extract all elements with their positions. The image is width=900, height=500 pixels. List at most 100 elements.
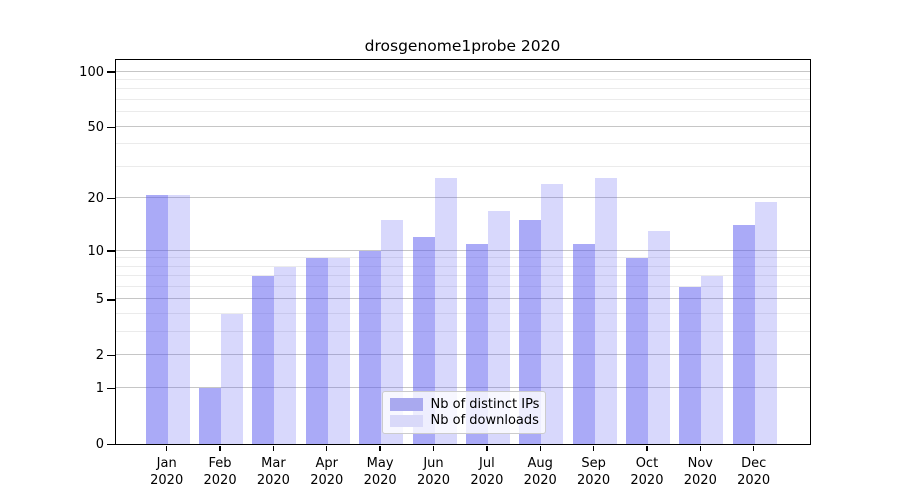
y-tick-label: 2 <box>95 348 104 364</box>
x-tick-year: 2020 <box>683 472 717 488</box>
bar-downloads-nov <box>701 276 724 444</box>
x-tick-mark <box>219 445 221 451</box>
bar-distinct-ips-may <box>359 250 382 444</box>
x-tick-label-aug: Aug 2020 <box>513 456 567 489</box>
x-tick-month: Jan <box>156 456 177 471</box>
gridline-major <box>115 354 810 356</box>
y-tick-mark <box>107 126 115 128</box>
bar-distinct-ips-aug <box>519 220 542 444</box>
gridline-minor <box>115 88 810 90</box>
x-tick-month: May <box>366 456 394 471</box>
gridline-minor <box>115 111 810 113</box>
x-tick-month: Jun <box>423 456 444 471</box>
x-tick-mark <box>539 445 541 451</box>
bar-downloads-apr <box>327 258 350 444</box>
y-tick-label: 50 <box>87 119 104 135</box>
legend-swatch-downloads <box>389 414 423 427</box>
x-tick-year: 2020 <box>256 472 290 488</box>
y-tick-mark <box>107 443 115 446</box>
bar-distinct-ips-dec <box>732 225 755 444</box>
x-tick-mark <box>486 445 488 451</box>
gridline-major <box>115 387 810 389</box>
legend-label-downloads: Nb of downloads <box>430 413 539 429</box>
gridline-minor <box>115 331 810 333</box>
x-tick-label-feb: Feb 2020 <box>193 456 247 489</box>
x-tick-mark <box>646 445 648 451</box>
gridline-minor <box>115 275 810 277</box>
x-tick-year: 2020 <box>310 472 344 488</box>
bar-downloads-sep <box>594 178 617 444</box>
gridline-major <box>115 197 810 199</box>
x-tick-label-apr: Apr 2020 <box>300 456 354 489</box>
y-tick-label: 1 <box>95 381 104 397</box>
x-tick-label-jul: Jul 2020 <box>460 456 514 489</box>
x-tick-year: 2020 <box>630 472 664 488</box>
legend-swatch-distinct-ips <box>389 398 423 411</box>
gridline-major <box>115 125 810 127</box>
bar-downloads-jan <box>167 194 190 444</box>
x-tick-month: Apr <box>315 456 339 471</box>
y-tick-label: 10 <box>87 243 104 259</box>
y-tick-label: 0 <box>95 437 104 452</box>
gridline-minor <box>115 265 810 267</box>
gridline-minor <box>115 257 810 259</box>
gridline-minor <box>115 79 810 81</box>
bar-downloads-aug <box>541 184 564 444</box>
x-tick-month: Aug <box>527 456 553 471</box>
gridline-major <box>115 70 810 72</box>
x-tick-label-oct: Oct 2020 <box>620 456 674 489</box>
x-tick-year: 2020 <box>203 472 237 488</box>
bar-distinct-ips-jan <box>145 194 168 444</box>
y-tick-mark <box>107 250 115 252</box>
x-tick-label-may: May 2020 <box>353 456 407 489</box>
y-tick-label: 20 <box>87 191 104 207</box>
bar-downloads-oct <box>647 231 670 444</box>
legend-item-downloads: Nb of downloads <box>389 413 539 430</box>
bar-distinct-ips-oct <box>625 258 648 444</box>
x-tick-label-sep: Sep 2020 <box>567 456 621 489</box>
bar-downloads-jul <box>487 210 510 444</box>
bar-downloads-mar <box>274 266 297 444</box>
y-tick-mark <box>107 198 115 200</box>
x-tick-label-jun: Jun 2020 <box>407 456 461 489</box>
x-tick-mark <box>592 445 595 451</box>
gridline-major <box>115 249 810 251</box>
x-tick-mark <box>379 445 381 451</box>
x-tick-year: 2020 <box>363 472 397 488</box>
gridline-major <box>115 298 810 300</box>
chart-title: drosgenome1probe 2020 <box>364 37 561 55</box>
x-tick-mark <box>699 445 701 451</box>
y-tick-label: 100 <box>79 64 104 80</box>
x-tick-mark <box>166 445 168 451</box>
y-tick-label: 5 <box>95 292 104 308</box>
x-tick-month: Oct <box>635 456 659 471</box>
bar-downloads-dec <box>754 202 777 444</box>
x-tick-label-dec: Dec 2020 <box>727 456 781 489</box>
gridline-minor <box>115 165 810 167</box>
x-tick-label-jan: Jan 2020 <box>140 456 194 489</box>
x-tick-month: Nov <box>687 456 713 471</box>
x-tick-month: Jul <box>479 456 495 471</box>
x-tick-mark <box>432 445 435 451</box>
plot-area: Nb of distinct IPs Nb of downloads <box>114 59 811 445</box>
x-tick-year: 2020 <box>577 472 611 488</box>
gridline-minor <box>115 143 810 145</box>
bar-downloads-jun <box>434 178 457 444</box>
legend: Nb of distinct IPs Nb of downloads <box>381 391 546 434</box>
bar-distinct-ips-sep <box>572 243 595 444</box>
x-tick-year: 2020 <box>150 472 184 488</box>
x-tick-mark <box>326 445 328 451</box>
bar-distinct-ips-mar <box>252 276 275 444</box>
legend-label-distinct-ips: Nb of distinct IPs <box>430 396 540 412</box>
x-tick-mark <box>272 445 275 451</box>
x-tick-mark <box>753 445 755 451</box>
x-tick-year: 2020 <box>416 472 451 488</box>
y-tick-mark <box>107 387 115 390</box>
x-tick-year: 2020 <box>737 472 771 488</box>
x-tick-year: 2020 <box>470 472 504 488</box>
y-tick-mark <box>107 355 115 357</box>
x-tick-year: 2020 <box>523 472 557 488</box>
x-tick-month: Mar <box>261 456 286 471</box>
x-tick-label-nov: Nov 2020 <box>673 456 727 489</box>
